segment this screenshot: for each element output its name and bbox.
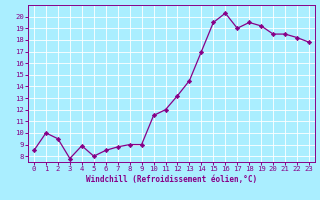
X-axis label: Windchill (Refroidissement éolien,°C): Windchill (Refroidissement éolien,°C) <box>86 175 257 184</box>
